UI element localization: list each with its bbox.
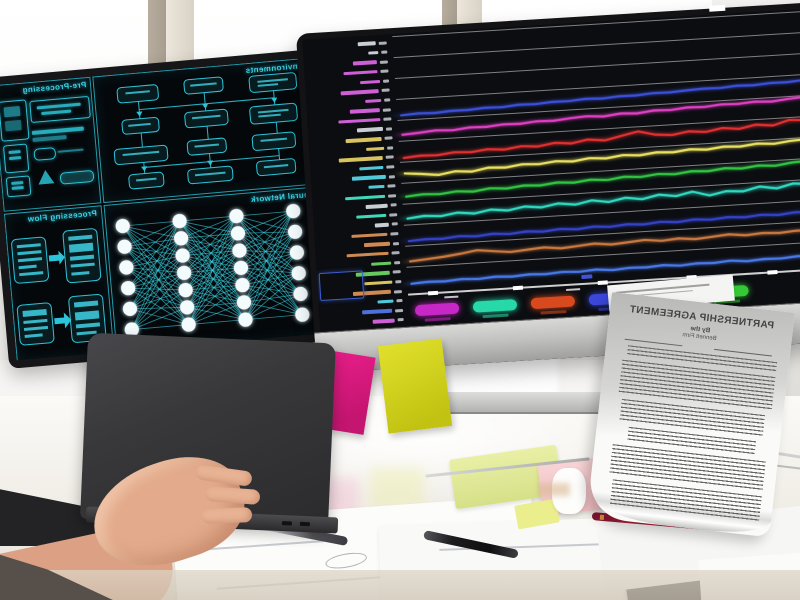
code-line bbox=[310, 127, 393, 136]
code-line bbox=[309, 117, 392, 126]
pill-teal bbox=[472, 299, 518, 319]
code-line bbox=[316, 222, 398, 231]
code-line bbox=[322, 318, 404, 327]
charts-pane bbox=[390, 7, 800, 325]
code-line bbox=[308, 88, 390, 97]
code-line bbox=[311, 136, 393, 145]
code-line bbox=[316, 232, 399, 241]
code-line bbox=[314, 193, 397, 202]
flowchart-diagram bbox=[113, 72, 298, 190]
chart-row-series-2-magenta bbox=[397, 93, 800, 141]
code-line bbox=[308, 98, 391, 107]
code-line bbox=[317, 241, 400, 250]
triangle-glyph bbox=[37, 169, 55, 185]
right-monitor-screen bbox=[302, 7, 800, 332]
code-line bbox=[306, 60, 388, 69]
flow-diagram bbox=[11, 228, 107, 346]
diagram-bar bbox=[31, 126, 84, 136]
chart-row-series-4-yellow bbox=[400, 135, 800, 183]
left-monitor: Pre-Processing bbox=[0, 49, 341, 369]
diagram-box bbox=[5, 175, 32, 198]
code-line bbox=[313, 184, 396, 193]
neural-network-diagram bbox=[115, 203, 310, 337]
code-line bbox=[309, 107, 391, 116]
sticky-note-yellow bbox=[377, 338, 453, 434]
code-line bbox=[312, 155, 394, 164]
diagram-bar bbox=[32, 135, 67, 142]
chart-row-series-7-darkblue bbox=[403, 198, 800, 246]
camera-sticker bbox=[709, 4, 726, 12]
desk-front-edge bbox=[0, 570, 800, 600]
diagram-chip bbox=[33, 147, 57, 161]
code-line bbox=[315, 213, 398, 222]
panel-neural-network: Neural Network bbox=[103, 186, 332, 354]
panel-pre-processing: Pre-Processing bbox=[0, 76, 102, 212]
panel-environments: Environments bbox=[92, 57, 319, 204]
chart-row-series-5-green bbox=[401, 156, 800, 204]
diagram-bar bbox=[57, 148, 84, 153]
right-monitor bbox=[296, 1, 800, 374]
code-selection-box bbox=[318, 270, 365, 302]
code-line bbox=[318, 251, 400, 260]
code-line bbox=[315, 203, 397, 212]
code-line bbox=[318, 260, 401, 269]
chart-row-series-6-teal bbox=[402, 177, 800, 225]
diagram-box bbox=[0, 99, 30, 142]
left-monitor-screen: Pre-Processing bbox=[0, 57, 332, 361]
desk-item-blur bbox=[538, 483, 570, 496]
code-line bbox=[311, 146, 394, 155]
panel-title: Pre-Processing bbox=[21, 80, 87, 95]
code-line bbox=[305, 50, 388, 59]
chart-row-series-3-red bbox=[398, 114, 800, 162]
code-line bbox=[305, 40, 387, 49]
partnership-agreement-document: PARTNERSHIP AGREEMENT By the Bennett Fir… bbox=[586, 292, 795, 538]
scribble bbox=[324, 550, 369, 572]
diagram-box bbox=[29, 95, 91, 124]
chart-row-series-9-lightblue bbox=[406, 240, 800, 288]
pill-orange bbox=[530, 295, 576, 315]
diagram-pill bbox=[59, 169, 95, 185]
panel-processing-flow: Processing Flow bbox=[3, 205, 115, 361]
finger bbox=[201, 507, 253, 524]
chart-row-series-8-orange bbox=[405, 219, 800, 267]
code-line bbox=[306, 69, 389, 78]
diagram-box bbox=[2, 143, 30, 174]
chart-row-series-1-blue bbox=[396, 72, 800, 120]
code-line bbox=[313, 174, 395, 183]
code-line bbox=[321, 308, 404, 317]
code-line bbox=[307, 79, 390, 88]
pill-magenta bbox=[414, 302, 460, 323]
code-line bbox=[312, 165, 395, 174]
